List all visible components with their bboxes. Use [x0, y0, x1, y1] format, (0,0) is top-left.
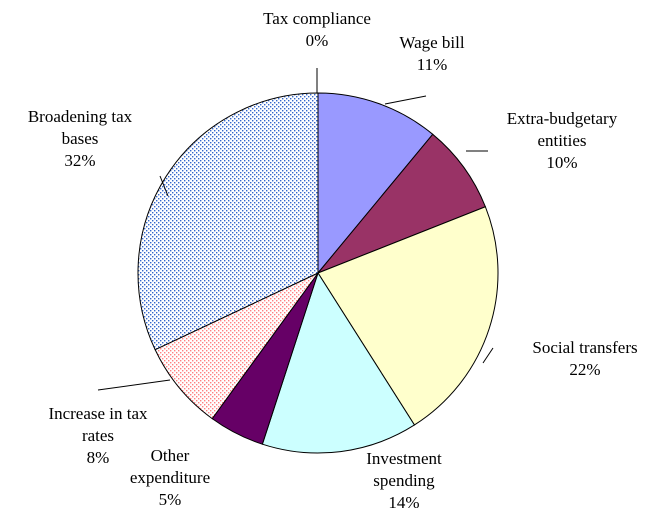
pie-slice-4 [261, 271, 416, 454]
pie-slice-7 [137, 92, 319, 351]
slice-label-4: Investment spending 14% [366, 449, 442, 512]
slice-label-0: Tax compliance 0% [263, 9, 371, 50]
slice-label-2: Extra-budgetary entities 10% [507, 109, 618, 172]
slice-label-7: Broadening tax bases 32% [28, 107, 133, 170]
pie-slice-2 [317, 133, 487, 274]
slice-label-1: Wage bill 11% [399, 33, 464, 74]
leader-line-1 [384, 95, 427, 105]
pie-slice-6 [154, 272, 319, 420]
leader-line-3 [482, 347, 494, 364]
pie-slices [137, 92, 499, 454]
pie-slice-3 [317, 206, 499, 426]
slice-label-3: Social transfers 22% [532, 338, 637, 379]
slice-label-6: Increase in tax rates 8% [48, 404, 148, 467]
slice-label-5: Other expenditure 5% [130, 446, 210, 509]
pie-slice-1 [317, 92, 434, 275]
leader-line-6 [97, 379, 171, 391]
leader-line-7 [159, 175, 169, 197]
